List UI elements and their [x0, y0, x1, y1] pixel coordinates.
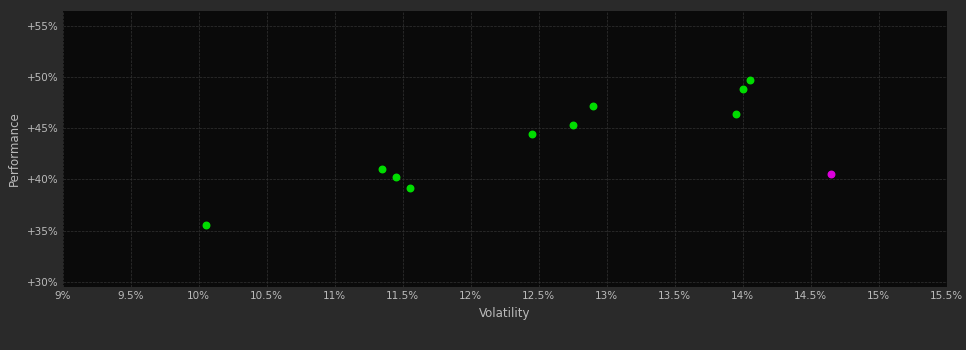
Point	[565, 122, 581, 128]
Y-axis label: Performance: Performance	[9, 111, 21, 186]
Point	[823, 172, 838, 177]
X-axis label: Volatility: Volatility	[479, 307, 530, 320]
Point	[735, 86, 751, 92]
Point	[742, 77, 757, 83]
Point	[198, 222, 213, 228]
Point	[525, 132, 540, 137]
Point	[388, 175, 404, 180]
Point	[585, 103, 601, 108]
Point	[728, 111, 744, 117]
Point	[375, 167, 390, 172]
Point	[402, 185, 417, 190]
